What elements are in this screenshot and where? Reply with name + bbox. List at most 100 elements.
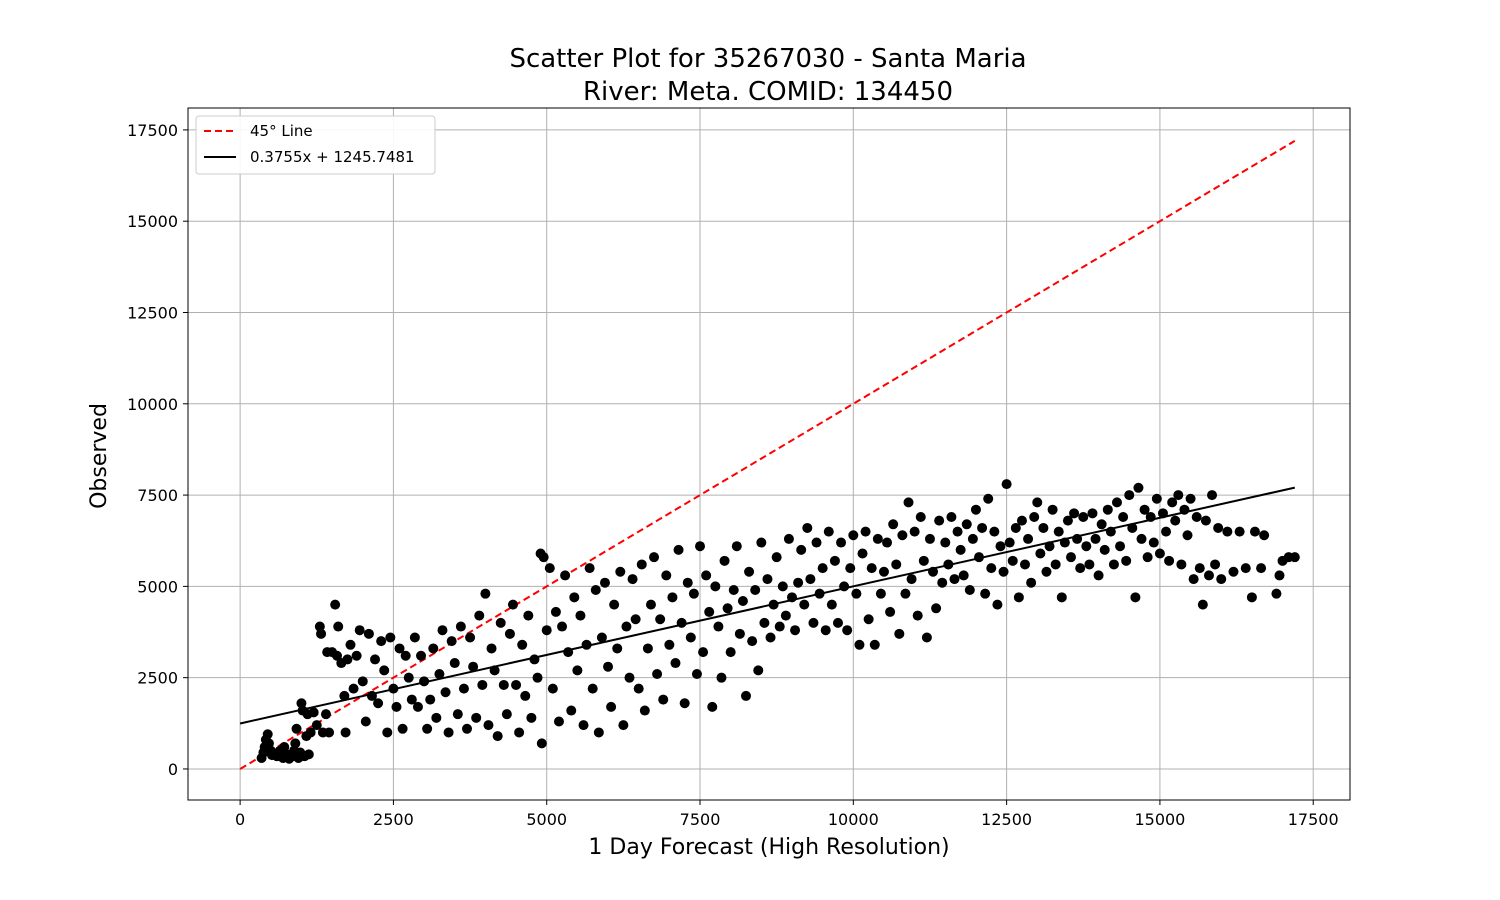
data-point	[977, 522, 988, 533]
data-point	[1081, 541, 1092, 552]
data-point	[875, 588, 886, 599]
data-point	[557, 621, 568, 632]
data-point	[443, 727, 454, 738]
data-point	[915, 511, 926, 522]
data-point	[477, 679, 488, 690]
data-point	[1210, 559, 1221, 570]
data-point	[719, 555, 730, 566]
data-point	[1148, 537, 1159, 548]
data-point	[661, 570, 672, 581]
data-point	[765, 632, 776, 643]
data-point	[872, 533, 883, 544]
data-point	[636, 559, 647, 570]
data-point	[370, 654, 381, 665]
data-point	[449, 658, 460, 669]
data-point	[725, 647, 736, 658]
data-point	[1228, 566, 1239, 577]
data-point	[406, 694, 417, 705]
data-point	[1136, 533, 1147, 544]
data-point	[305, 727, 316, 738]
data-point	[606, 701, 617, 712]
data-point	[511, 679, 522, 690]
forty-five-degree-line	[239, 140, 1296, 770]
data-point	[698, 647, 709, 658]
data-point	[955, 544, 966, 555]
data-point	[308, 707, 319, 718]
data-point	[667, 592, 678, 603]
fit-lines	[239, 140, 1296, 770]
data-point	[1065, 552, 1076, 563]
data-point	[434, 669, 445, 680]
data-point	[379, 665, 390, 676]
data-point	[940, 537, 951, 548]
data-point	[412, 701, 423, 712]
data-point	[796, 544, 807, 555]
data-point	[786, 592, 797, 603]
data-point	[468, 661, 479, 672]
x-tick-label: 5000	[526, 810, 567, 829]
data-point	[1179, 504, 1190, 515]
data-point	[1246, 592, 1257, 603]
data-point	[670, 658, 681, 669]
data-point	[970, 504, 981, 515]
data-point	[1185, 493, 1196, 504]
data-point	[1084, 559, 1095, 570]
data-point	[569, 592, 580, 603]
data-point	[983, 493, 994, 504]
data-point	[501, 709, 512, 720]
data-point	[685, 632, 696, 643]
data-point	[416, 650, 427, 661]
y-axis-ticks: 0 2500 5000 7500 10000 12500 15000 17500	[127, 121, 188, 779]
data-point	[903, 497, 914, 508]
data-point	[783, 533, 794, 544]
data-point	[1062, 515, 1073, 526]
data-point	[777, 581, 788, 592]
data-point	[536, 738, 547, 749]
data-point	[1075, 563, 1086, 574]
data-point	[756, 537, 767, 548]
data-point	[759, 617, 770, 628]
data-point	[1145, 511, 1156, 522]
data-point	[869, 639, 880, 650]
legend-box	[195, 115, 436, 175]
data-point	[793, 577, 804, 588]
data-point	[333, 621, 344, 632]
data-point	[324, 727, 335, 738]
data-point	[495, 617, 506, 628]
data-point	[1222, 526, 1233, 537]
data-point	[1154, 548, 1165, 559]
data-point	[342, 654, 353, 665]
data-point	[1056, 592, 1067, 603]
data-point	[652, 669, 663, 680]
data-point	[891, 559, 902, 570]
data-point	[713, 621, 724, 632]
data-point	[814, 588, 825, 599]
data-point	[320, 709, 331, 720]
data-point	[1090, 533, 1101, 544]
data-point	[1133, 482, 1144, 493]
data-point	[1121, 555, 1132, 566]
data-point	[612, 643, 623, 654]
data-point	[912, 610, 923, 621]
data-point	[1111, 497, 1122, 508]
data-point	[1072, 533, 1083, 544]
data-point	[1182, 530, 1193, 541]
data-point	[1013, 592, 1024, 603]
data-point	[1271, 588, 1282, 599]
data-point	[345, 639, 356, 650]
data-point	[860, 526, 871, 537]
data-point	[1029, 511, 1040, 522]
data-point	[882, 537, 893, 548]
data-point	[1197, 599, 1208, 610]
data-point	[949, 574, 960, 585]
data-point	[1213, 522, 1224, 533]
data-point	[1087, 508, 1098, 519]
data-point	[639, 705, 650, 716]
data-point	[1216, 574, 1227, 585]
data-point	[316, 628, 327, 639]
data-point	[842, 625, 853, 636]
x-tick-label: 15000	[1134, 810, 1185, 829]
data-point	[704, 606, 715, 617]
data-point	[682, 577, 693, 588]
data-point	[952, 526, 963, 537]
